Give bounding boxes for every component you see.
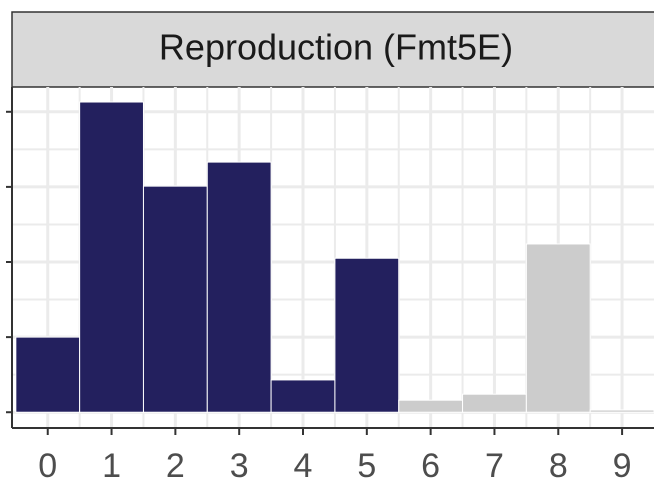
x-tick-label: 0 — [38, 447, 57, 485]
x-tick-label: 3 — [230, 447, 249, 485]
bar — [589, 409, 654, 413]
x-tick-label: 8 — [549, 447, 568, 485]
x-tick-label: 2 — [166, 447, 185, 485]
chart-title: Reproduction (Fmt5E) — [159, 27, 513, 68]
x-tick-label: 5 — [357, 447, 376, 485]
x-tick-label: 9 — [613, 447, 632, 485]
bar — [142, 185, 208, 413]
bar — [15, 336, 81, 413]
x-tick-label: 7 — [485, 447, 504, 485]
bar — [462, 393, 527, 413]
x-tick-label: 4 — [294, 447, 313, 485]
x-tick-label: 6 — [421, 447, 440, 485]
bar — [79, 101, 144, 413]
facet-strip — [11, 11, 654, 88]
bar — [270, 379, 336, 413]
bar — [334, 257, 400, 413]
bar — [206, 161, 272, 413]
bar — [398, 399, 464, 413]
x-tick-label: 1 — [102, 447, 121, 485]
bar — [525, 243, 591, 413]
